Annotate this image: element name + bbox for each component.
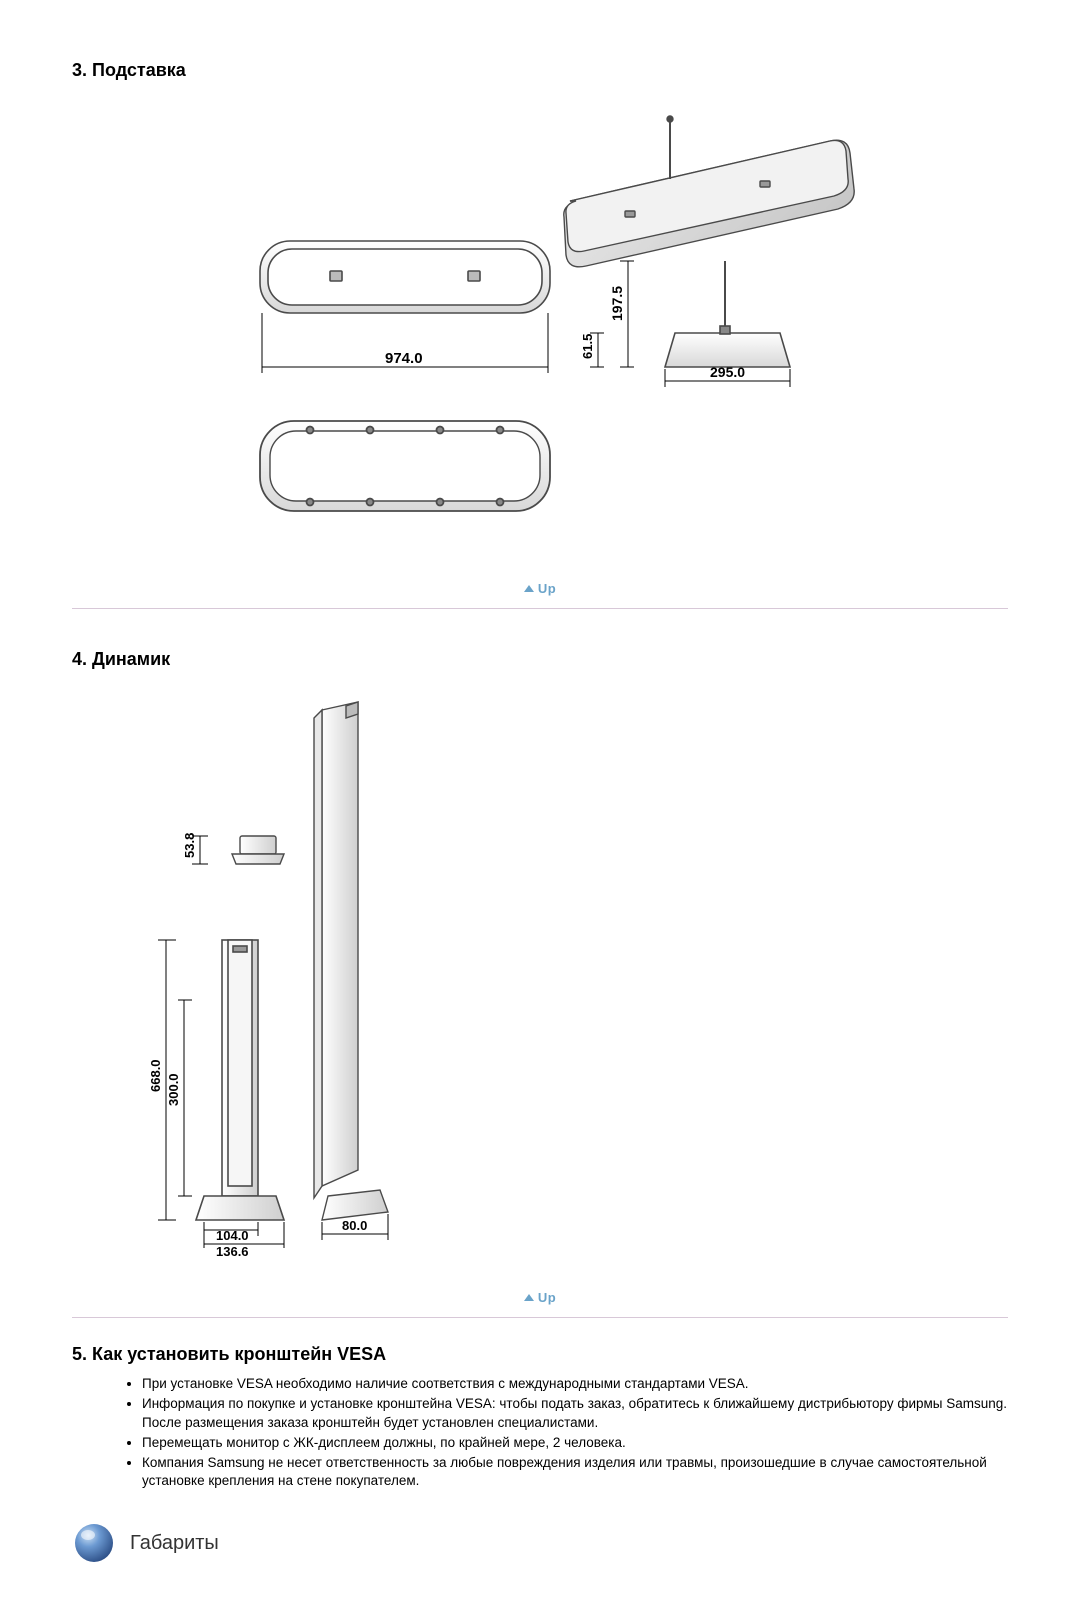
speaker-diagram: 53.8 668.0 300.0 <box>72 700 1008 1260</box>
dim-295: 295.0 <box>710 364 745 380</box>
section-4-heading: 4. Динамик <box>72 649 1008 670</box>
separator-2 <box>72 1317 1008 1318</box>
list-item: Перемещать монитор с ЖК-дисплеем должны,… <box>142 1434 1008 1453</box>
separator-1 <box>72 608 1008 609</box>
up-label-1: Up <box>538 581 556 596</box>
section-5-heading: 5. Как установить кронштейн VESA <box>72 1344 1008 1365</box>
speaker-svg: 53.8 668.0 300.0 <box>132 700 452 1260</box>
stand-diagram: 974.0 197.5 61.5 295.0 <box>72 111 1008 551</box>
up-arrow-icon <box>524 585 534 592</box>
up-label-2: Up <box>538 1290 556 1305</box>
dim-104: 104.0 <box>216 1228 249 1243</box>
footer-label: Габариты <box>130 1532 219 1555</box>
dim-300: 300.0 <box>166 1073 181 1106</box>
vesa-bullet-list: При установке VESA необходимо наличие со… <box>72 1375 1008 1491</box>
up-link-1[interactable]: Up <box>72 581 1008 596</box>
stand-svg: 974.0 197.5 61.5 295.0 <box>220 111 860 551</box>
dim-80: 80.0 <box>342 1218 367 1233</box>
dim-136: 136.6 <box>216 1244 249 1259</box>
dim-668: 668.0 <box>148 1059 163 1092</box>
list-item: Информация по покупке и установке кроншт… <box>142 1395 1008 1433</box>
up-arrow-icon <box>524 1294 534 1301</box>
dim-61: 61.5 <box>580 334 595 359</box>
section-3-heading: 3. Подставка <box>72 60 1008 81</box>
list-item: Компания Samsung не несет ответственност… <box>142 1454 1008 1492</box>
list-item: При установке VESA необходимо наличие со… <box>142 1375 1008 1394</box>
dim-197: 197.5 <box>609 286 625 321</box>
up-link-2[interactable]: Up <box>72 1290 1008 1305</box>
dim-974: 974.0 <box>385 350 423 367</box>
dim-53: 53.8 <box>182 833 197 858</box>
